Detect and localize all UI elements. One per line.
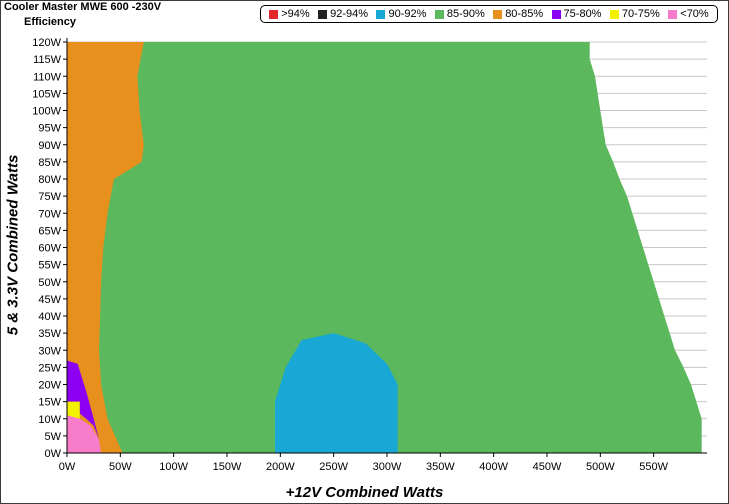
legend-label: 75-80% xyxy=(563,8,602,20)
y-tick-label: 50W xyxy=(38,277,61,289)
x-tick-label: 350W xyxy=(426,461,455,473)
y-tick-label: 45W xyxy=(38,294,61,306)
y-tick-label: 100W xyxy=(32,106,61,118)
x-tick-label: 450W xyxy=(533,461,562,473)
legend-label: >94% xyxy=(281,8,310,20)
legend-label: 80-85% xyxy=(505,8,544,20)
x-tick-label: 300W xyxy=(373,461,402,473)
y-tick-label: 40W xyxy=(38,311,61,323)
legend-item-90-92: 90-92% xyxy=(376,8,426,20)
x-tick-label: 550W xyxy=(639,461,668,473)
region-85-90- xyxy=(67,42,702,453)
x-tick-label: 150W xyxy=(213,461,242,473)
x-tick-label: 400W xyxy=(479,461,508,473)
y-tick-label: 95W xyxy=(38,123,61,135)
y-tick-label: 80W xyxy=(38,174,61,186)
y-tick-label: 25W xyxy=(38,362,61,374)
region-80-85- xyxy=(67,42,144,453)
y-tick-label: 85W xyxy=(38,157,61,169)
legend-swatch xyxy=(609,9,619,19)
y-tick-label: 105W xyxy=(32,88,61,100)
legend-item-70-75: 70-75% xyxy=(609,8,660,20)
y-tick-label: 65W xyxy=(38,225,61,237)
y-tick-label: 5W xyxy=(45,431,62,443)
y-tick-label: 55W xyxy=(38,260,61,272)
y-tick-label: 35W xyxy=(38,328,61,340)
x-axis-label: +12V Combined Watts xyxy=(285,484,444,501)
legend-label: 92-94% xyxy=(330,8,369,20)
legend-swatch xyxy=(269,9,279,19)
legend-label: 70-75% xyxy=(621,8,660,20)
y-tick-label: 15W xyxy=(38,397,61,409)
y-tick-label: 0W xyxy=(45,448,62,460)
chart-title: Cooler Master MWE 600 -230V xyxy=(4,1,162,13)
legend-swatch xyxy=(668,9,678,19)
y-tick-label: 90W xyxy=(38,140,61,152)
x-tick-label: 500W xyxy=(586,461,615,473)
y-tick-label: 120W xyxy=(32,37,61,49)
legend-item-lt70: <70% xyxy=(668,8,709,20)
y-tick-label: 10W xyxy=(38,414,61,426)
y-tick-label: 115W xyxy=(33,54,62,66)
region-75-80- xyxy=(67,360,99,440)
legend-item-85-90: 85-90% xyxy=(434,8,485,20)
y-tick-label: 70W xyxy=(38,208,61,220)
legend-swatch xyxy=(493,9,503,19)
legend-item-75-80: 75-80% xyxy=(551,8,602,20)
y-tick-label: 75W xyxy=(38,191,61,203)
legend-swatch xyxy=(434,9,444,19)
legend-item-80-85: 80-85% xyxy=(493,8,543,20)
x-tick-label: 50W xyxy=(109,461,132,473)
region-90-92- xyxy=(275,333,398,453)
y-tick-label: 60W xyxy=(38,243,61,255)
y-axis-label: 5 & 3.3V Combined Watts xyxy=(4,154,22,336)
y-tick-label: 30W xyxy=(38,345,61,357)
chart-subtitle: Efficiency xyxy=(24,16,76,28)
legend: >94% 92-94% 90-92% 85-90% 80-85% 75-80% … xyxy=(260,5,718,23)
legend-label: 90-92% xyxy=(388,8,427,20)
region-70-75- xyxy=(67,401,80,419)
y-tick-label: 20W xyxy=(38,380,61,392)
x-tick-label: 100W xyxy=(159,461,188,473)
legend-swatch xyxy=(376,9,386,19)
x-tick-label: 0W xyxy=(59,461,76,473)
x-tick-label: 250W xyxy=(319,461,348,473)
legend-swatch xyxy=(318,9,328,19)
y-tick-label: 110W xyxy=(33,71,62,83)
legend-label: 85-90% xyxy=(446,8,485,20)
x-tick-label: 200W xyxy=(266,461,295,473)
legend-item-92-94: 92-94% xyxy=(318,8,368,20)
region--70- xyxy=(67,415,102,453)
legend-label: <70% xyxy=(680,8,709,20)
legend-swatch xyxy=(551,9,561,19)
legend-item-gt94: >94% xyxy=(269,8,310,20)
